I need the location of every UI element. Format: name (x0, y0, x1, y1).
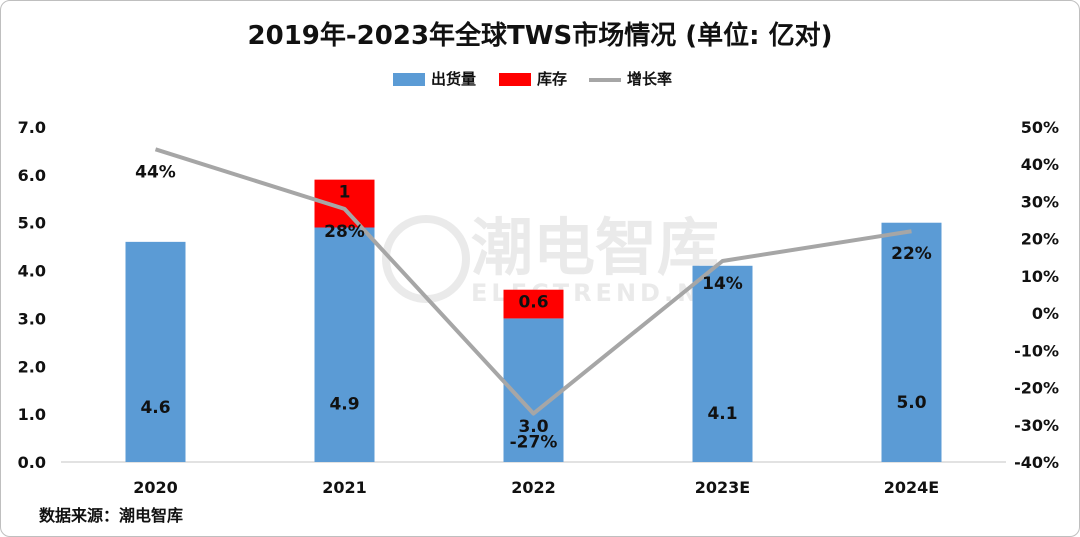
y-right-tick-label: 40% (1021, 155, 1059, 174)
growth-rate-label: 22% (891, 244, 932, 264)
y-right-tick-label: -10% (1014, 341, 1059, 360)
shipment-bar (125, 241, 186, 462)
y-right-tick-label: 10% (1021, 267, 1059, 286)
chart-title: 2019年-2023年全球TWS市场情况 (单位: 亿对) (248, 20, 833, 51)
y-left-tick-label: 4.0 (18, 262, 46, 281)
x-tick-label: 2022 (511, 478, 556, 497)
x-tick-label: 2024E (884, 478, 939, 497)
bar-data-label: 4.1 (707, 404, 737, 424)
x-axis: 2020 2021 2022 2023E 2024E (61, 461, 1006, 497)
growth-rate-label: -27% (510, 433, 558, 453)
growth-rate-label: 28% (324, 222, 365, 242)
watermark-logo-icon (382, 215, 470, 303)
y-right-tick-label: -40% (1014, 453, 1059, 472)
legend-entry: 出货量 (431, 70, 476, 88)
y-left-tick-label: 2.0 (18, 357, 46, 376)
y-right-tick-label: 0% (1032, 304, 1059, 323)
y-right-tick-label: -20% (1014, 379, 1059, 398)
growth-rate-label: 14% (702, 274, 743, 294)
legend-swatch (499, 73, 531, 86)
bar-data-label: 0.6 (518, 293, 548, 313)
y-right-tick-label: -30% (1014, 416, 1059, 435)
growth-rate-label: 44% (135, 162, 176, 182)
watermark: 潮电智库 ELECTREND.NET (382, 211, 738, 307)
legend-entry: 增长率 (627, 70, 672, 88)
bar-data-label: 3.0 (518, 417, 548, 437)
y-axis-left: 0.0 1.0 2.0 3.0 4.0 5.0 6.0 7.0 (18, 118, 46, 472)
growth-rate-line (154, 147, 912, 416)
bar-data-label: 4.9 (329, 394, 359, 414)
x-tick-label: 2023E (695, 478, 750, 497)
legend: 出货量 库存 增长率 (393, 70, 672, 88)
y-left-tick-label: 0.0 (18, 453, 46, 472)
bar-data-label: 4.6 (140, 398, 170, 418)
inventory-bar (503, 289, 564, 319)
x-tick-label: 2020 (133, 478, 178, 497)
x-tick-label: 2021 (322, 478, 367, 497)
y-right-tick-label: 20% (1021, 230, 1059, 249)
y-axis-right: -40% -30% -20% -10% 0% 10% 20% 30% 40% 50% (1014, 118, 1059, 472)
y-right-tick-label: 30% (1021, 192, 1059, 211)
shipment-bar (314, 227, 375, 462)
shipment-bar (692, 265, 753, 462)
y-left-tick-label: 6.0 (18, 166, 46, 185)
legend-swatch (393, 73, 425, 86)
y-right-tick-label: 50% (1021, 118, 1059, 137)
y-left-tick-label: 5.0 (18, 214, 46, 233)
y-left-tick-label: 3.0 (18, 309, 46, 328)
watermark-brand: 潮电智库 (471, 211, 719, 284)
source-note: 数据来源：潮电智库 (39, 506, 183, 525)
y-left-tick-label: 7.0 (18, 118, 46, 137)
bar-data-label: 1 (339, 183, 351, 203)
shipment-bar (881, 222, 942, 462)
data-labels: 4.6 4.9 3.0 4.1 5.0 1 0.6 44% 28% -27% 14% 22% (135, 162, 932, 452)
legend-entry: 库存 (537, 70, 567, 88)
bars (125, 179, 942, 462)
bar-data-label: 5.0 (896, 393, 926, 413)
growth-line (154, 147, 912, 416)
y-left-tick-label: 1.0 (18, 405, 46, 424)
